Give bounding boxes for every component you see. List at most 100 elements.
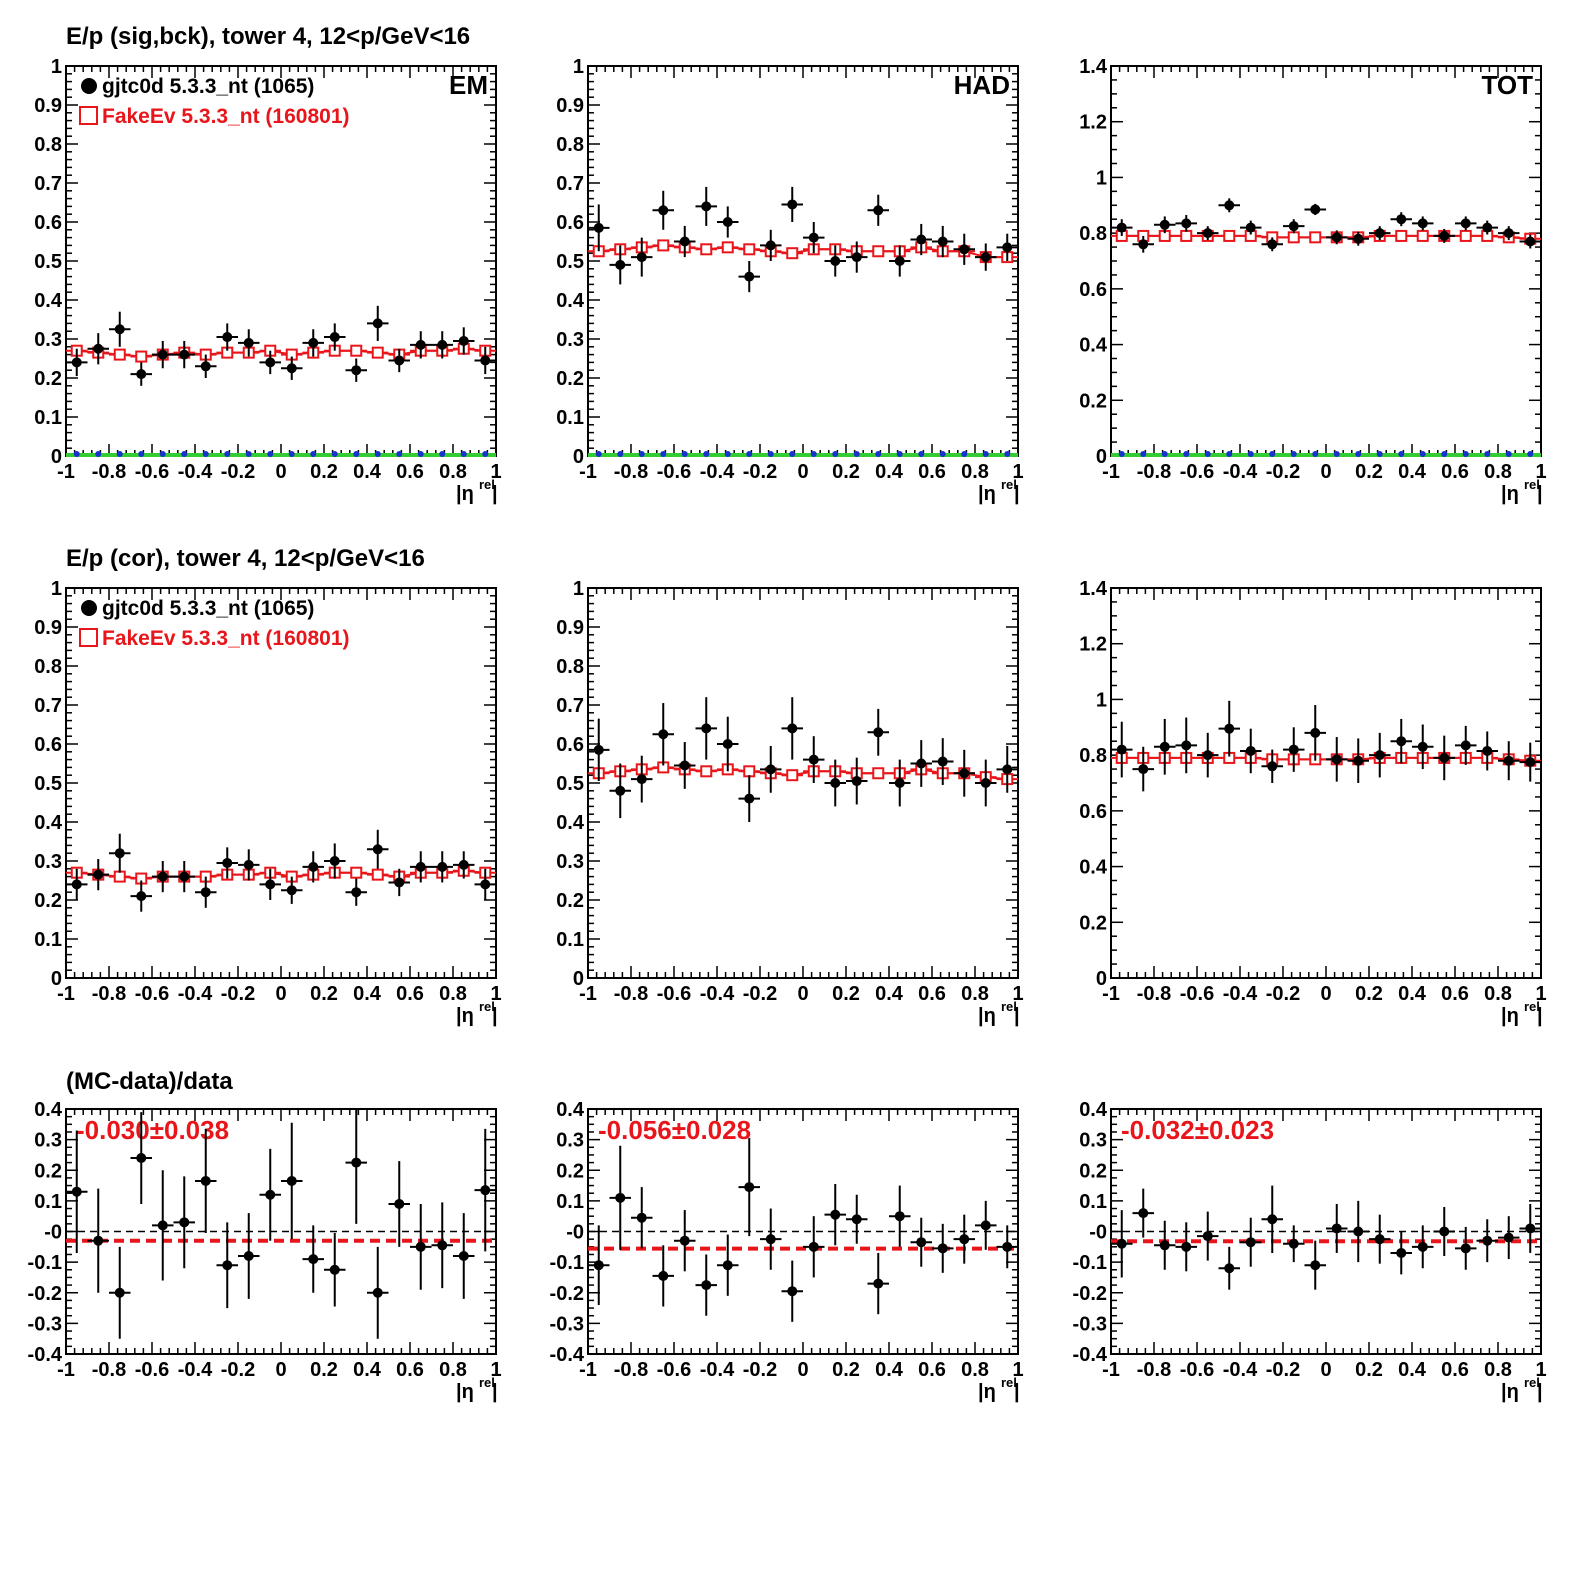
x-tick-label: 0 [275, 461, 286, 483]
x-tick-label: 0.6 [396, 983, 424, 1005]
data-point [873, 1278, 884, 1289]
data-point [1116, 744, 1127, 755]
panel-sigbck-had: -1 -0.8 -0.6 -0.4 -0.2 0 0.2 0.4 0.6 0.8 1 0 0.1 0.2 0… [556, 56, 1023, 505]
x-tick-label: -0.2 [743, 983, 777, 1005]
baseline-blue-point [310, 451, 317, 457]
x-tick-label: 1 [1535, 983, 1546, 1005]
data-point [1439, 752, 1450, 763]
mc-point [872, 245, 885, 258]
y-tick-label: 0.1 [34, 929, 62, 951]
data-point [480, 1185, 491, 1196]
data-point [959, 1234, 970, 1245]
y-tick-label: 0 [51, 446, 62, 468]
baseline-blue-point [396, 451, 403, 457]
data-point [1002, 1241, 1013, 1252]
data-point [1116, 1238, 1127, 1249]
y-tick-label: 0.5 [556, 251, 584, 273]
baseline-blue-point [1290, 451, 1297, 457]
data-point [1331, 232, 1342, 243]
x-tick-label: 1 [1535, 461, 1546, 483]
data-point [1181, 218, 1192, 229]
data-point [1353, 233, 1364, 244]
x-tick-label: -0.4 [700, 1359, 735, 1381]
x-tick-label: -1 [1102, 461, 1120, 483]
y-tick-label: 1 [573, 578, 584, 600]
y-tick-label: 0 [51, 968, 62, 990]
data-point [437, 1240, 448, 1251]
y-tick-label: 0.2 [1079, 390, 1107, 412]
data-point [1245, 222, 1256, 233]
x-axis-title-end: | [1014, 483, 1020, 505]
data-point [1310, 204, 1321, 215]
y-tick-label: -0.4 [1073, 1344, 1108, 1366]
x-tick-label: 1 [1012, 461, 1023, 483]
data-point [1525, 1223, 1536, 1234]
x-axis-title: |η [456, 483, 474, 505]
data-point [136, 891, 147, 902]
data-point [1138, 764, 1149, 775]
data-point [787, 199, 798, 210]
data-point [1482, 1235, 1493, 1246]
data-point [593, 222, 604, 233]
data-point [1159, 1240, 1170, 1251]
data-point [1181, 1241, 1192, 1252]
data-point [980, 1220, 991, 1231]
x-tick-label: 0.2 [1355, 461, 1383, 483]
baseline-blue-point [638, 451, 645, 457]
panel-cor-em: -1 -0.8 -0.6 -0.4 -0.2 0 0.2 0.4 0.6 0.8 1 0 0.1 0.2 0… [34, 578, 501, 1027]
data-point [222, 1260, 233, 1271]
baseline-blue-point [331, 451, 338, 457]
mc-point [350, 866, 363, 879]
data-point [1224, 1263, 1235, 1274]
data-point [808, 1241, 819, 1252]
baseline-blue-point [288, 451, 295, 457]
panels-group: -1 -0.8 -0.6 -0.4 -0.2 0 0.2 0.4 0.6 0.8 1 0 0.1 0.2 0… [28, 56, 1547, 1403]
x-tick-label: -0.4 [178, 1359, 213, 1381]
data-point [722, 1260, 733, 1271]
y-tick-label: -0 [566, 1222, 584, 1244]
mc-point [1223, 229, 1236, 242]
x-tick-label: 0.4 [875, 1359, 904, 1381]
data-point [830, 1209, 841, 1220]
x-axis-title-sup: rel [479, 477, 495, 492]
baseline-blue-point [681, 451, 688, 457]
baseline-blue-point [417, 451, 424, 457]
data-point [179, 871, 190, 882]
baseline-blue-point [439, 451, 446, 457]
data-point [1374, 750, 1385, 761]
data-point [265, 879, 276, 890]
mc-point [700, 243, 713, 256]
data-point [415, 861, 426, 872]
data-point [265, 1189, 276, 1200]
y-tick-label: 0.1 [34, 1191, 62, 1213]
panel-corner-label: TOT [1481, 70, 1533, 100]
y-tick-label: 0.3 [34, 329, 62, 351]
x-tick-label: 0.6 [1441, 1359, 1469, 1381]
data-point [959, 244, 970, 255]
y-tick-label: -0.2 [1073, 1283, 1107, 1305]
x-tick-label: -0.4 [700, 461, 735, 483]
data-point [701, 1280, 712, 1291]
y-tick-label: 0.6 [556, 734, 584, 756]
y-tick-label: 1.2 [1079, 112, 1107, 134]
x-tick-label: 0.4 [353, 983, 382, 1005]
x-tick-label: 0 [275, 1359, 286, 1381]
data-point [1138, 1208, 1149, 1219]
panel-sigbck-em: -1 -0.8 -0.6 -0.4 -0.2 0 0.2 0.4 0.6 0.8 1 0 0.1 0.2 0… [34, 56, 501, 505]
y-tick-label: 0.4 [1079, 1099, 1108, 1121]
data-point [480, 355, 491, 366]
fit-result-label: -0.030±0.038 [76, 1115, 229, 1145]
panel-cor-had: -1 -0.8 -0.6 -0.4 -0.2 0 0.2 0.4 0.6 0.8 1 0 0.1 0.2 0… [556, 578, 1023, 1027]
data-point [916, 234, 927, 245]
baseline-blue-point [267, 451, 274, 457]
data-point [200, 361, 211, 372]
data-point [222, 857, 233, 868]
y-tick-label: 0.4 [1079, 857, 1108, 879]
y-tick-label: 0.1 [1079, 1191, 1107, 1213]
y-tick-label: 0.1 [556, 929, 584, 951]
x-tick-label: -0.4 [700, 983, 735, 1005]
x-axis-title-end: | [492, 483, 498, 505]
data-point [351, 1157, 362, 1168]
data-point [851, 776, 862, 787]
data-point [308, 337, 319, 348]
